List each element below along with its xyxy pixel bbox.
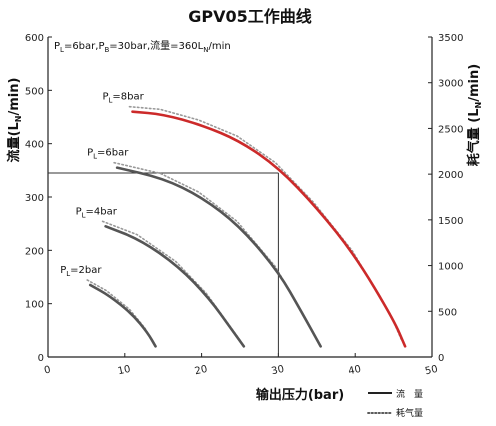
y-right-tick-label: 3000: [438, 79, 463, 90]
series-label-0: PL=8bar: [102, 92, 144, 105]
consumption-line-series-2: [101, 220, 242, 343]
y-left-tick-label: 0: [38, 353, 44, 364]
y-right-tick-label: 0: [438, 353, 444, 364]
x-tick-label: 10: [117, 364, 132, 377]
x-tick-label: 0: [43, 365, 52, 377]
series-label-2: PL=4bar: [76, 206, 118, 219]
conditions-annotation: PL=6bar,PB=30bar,流量=360LN/min: [54, 39, 231, 54]
flow-line-series-1: [115, 166, 322, 348]
x-tick-label: 30: [271, 364, 286, 377]
y-right-tick-label: 1000: [438, 262, 463, 273]
series-label-1: PL=6bar: [87, 148, 129, 161]
y-left-tick-label: 600: [25, 33, 44, 44]
y-right-tick-label: 1500: [438, 216, 463, 227]
y-right-tick-label: 2000: [438, 170, 463, 181]
y-left-tick-label: 200: [25, 246, 44, 257]
x-tick-label: 50: [424, 364, 439, 377]
legend-label-flow: 流 量: [396, 388, 423, 400]
y-axis-right-title: 耗气量 (LN/min): [466, 64, 483, 166]
series-label-3: PL=2bar: [60, 265, 102, 278]
y-left-tick-label: 300: [25, 193, 44, 204]
y-right-tick-label: 500: [438, 307, 457, 318]
y-left-tick-label: 400: [25, 140, 44, 151]
flow-line-series-3: [88, 283, 157, 348]
x-tick-label: 20: [194, 364, 209, 377]
y-left-tick-label: 500: [25, 86, 44, 97]
flow-line-series-2: [104, 225, 246, 348]
y-left-tick-label: 100: [25, 300, 44, 311]
consumption-line-series-0: [128, 105, 403, 343]
y-right-tick-label: 2500: [438, 124, 463, 135]
y-right-tick-label: 3500: [438, 33, 463, 44]
consumption-line-series-1: [113, 161, 319, 343]
x-axis-title: 输出压力(bar): [256, 387, 344, 403]
y-axis-left-title: 流量(LN/min): [6, 78, 23, 163]
chart-title: GPV05工作曲线: [188, 7, 312, 26]
flow-line-series-0: [131, 110, 407, 348]
legend-label-consumption: 耗气量: [396, 407, 423, 419]
x-tick-label: 40: [347, 364, 362, 377]
